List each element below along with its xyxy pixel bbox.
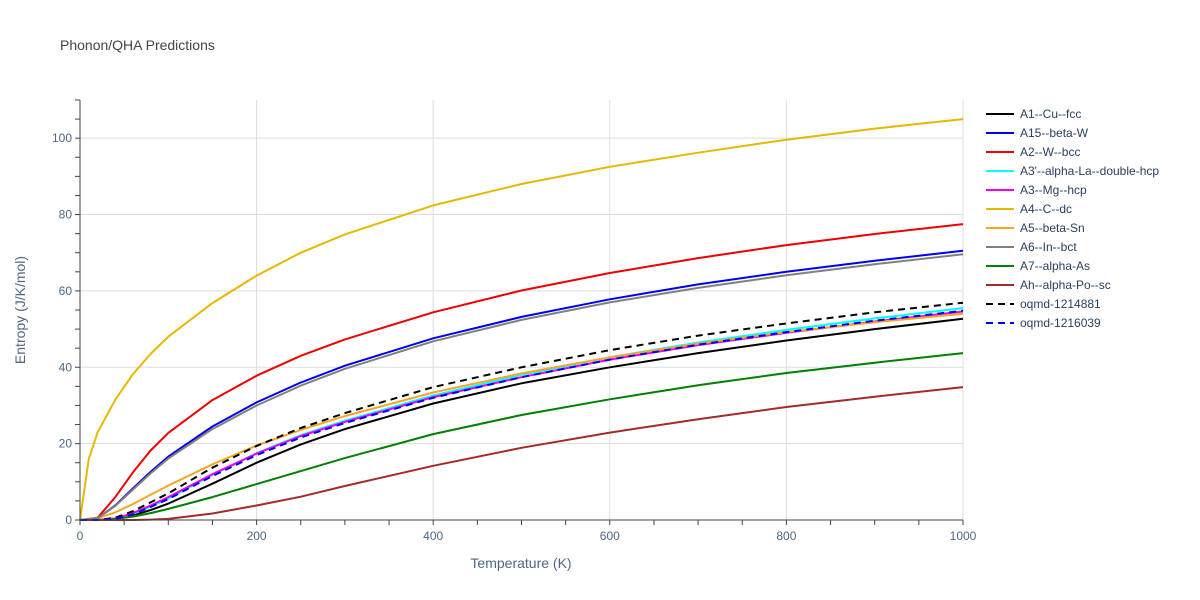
series-line bbox=[80, 301, 964, 521]
legend-label: A2--W--bcc bbox=[1020, 145, 1080, 159]
legend-item[interactable]: Ah--alpha-Po--sc bbox=[986, 278, 1111, 292]
legend-label: oqmd-1216039 bbox=[1020, 316, 1101, 330]
legend-item[interactable]: A1--Cu--fcc bbox=[986, 107, 1081, 121]
series-line bbox=[79, 118, 964, 521]
y-tick-label: 80 bbox=[59, 208, 73, 222]
legend-label: A6--In--bct bbox=[1020, 240, 1077, 254]
x-tick-label: 1000 bbox=[950, 529, 977, 543]
x-tick-label: 400 bbox=[423, 529, 443, 543]
legend-label: Ah--alpha-Po--sc bbox=[1020, 278, 1111, 292]
legend-item[interactable]: A3'--alpha-La--double-hcp bbox=[986, 164, 1159, 178]
y-axis-label: Entropy (J/K/mol) bbox=[12, 256, 28, 364]
legend-item[interactable]: oqmd-1214881 bbox=[986, 297, 1101, 311]
series-line bbox=[79, 223, 964, 521]
series-line bbox=[80, 309, 964, 521]
legend-item[interactable]: A15--beta-W bbox=[986, 126, 1089, 140]
x-tick-label: 200 bbox=[247, 529, 267, 543]
legend-item[interactable]: oqmd-1216039 bbox=[986, 316, 1101, 330]
series-line bbox=[80, 352, 964, 521]
legend-item[interactable]: A2--W--bcc bbox=[986, 145, 1080, 159]
legend-label: oqmd-1214881 bbox=[1020, 297, 1101, 311]
y-tick-label: 40 bbox=[59, 360, 73, 374]
axes bbox=[75, 99, 964, 525]
x-axis-label: Temperature (K) bbox=[470, 555, 571, 571]
legend-item[interactable]: A5--beta-Sn bbox=[986, 221, 1085, 235]
legend-label: A7--alpha-As bbox=[1020, 259, 1090, 273]
y-tick-label: 100 bbox=[52, 131, 72, 145]
legend-item[interactable]: A6--In--bct bbox=[986, 240, 1077, 254]
legend-label: A15--beta-W bbox=[1020, 126, 1089, 140]
legend-label: A3'--alpha-La--double-hcp bbox=[1020, 164, 1159, 178]
legend-label: A5--beta-Sn bbox=[1020, 221, 1085, 235]
series-line bbox=[79, 253, 964, 521]
series-line bbox=[79, 312, 964, 521]
x-tick-label: 800 bbox=[776, 529, 796, 543]
y-tick-label: 0 bbox=[65, 513, 72, 527]
grid bbox=[80, 100, 964, 520]
y-tick-label: 20 bbox=[59, 437, 73, 451]
legend-label: A4--C--dc bbox=[1020, 202, 1072, 216]
legend-item[interactable]: A4--C--dc bbox=[986, 202, 1072, 216]
series-line bbox=[80, 386, 964, 521]
legend-item[interactable]: A7--alpha-As bbox=[986, 259, 1090, 273]
x-tick-label: 0 bbox=[77, 529, 84, 543]
series-layer bbox=[79, 118, 964, 521]
legend-label: A1--Cu--fcc bbox=[1020, 107, 1081, 121]
legend-label: A3--Mg--hcp bbox=[1020, 183, 1087, 197]
chart-title: Phonon/QHA Predictions bbox=[60, 37, 215, 53]
legend[interactable]: A1--Cu--fcc A15--beta-W A2--W--bcc A3'--alp… bbox=[986, 107, 1159, 330]
tick-labels: 0 200 400 600 800 1000 0 20 40 60 80 100 bbox=[52, 131, 977, 543]
legend-item[interactable]: A3--Mg--hcp bbox=[986, 183, 1087, 197]
x-tick-label: 600 bbox=[600, 529, 620, 543]
series-line bbox=[80, 317, 964, 521]
y-tick-label: 60 bbox=[59, 284, 73, 298]
